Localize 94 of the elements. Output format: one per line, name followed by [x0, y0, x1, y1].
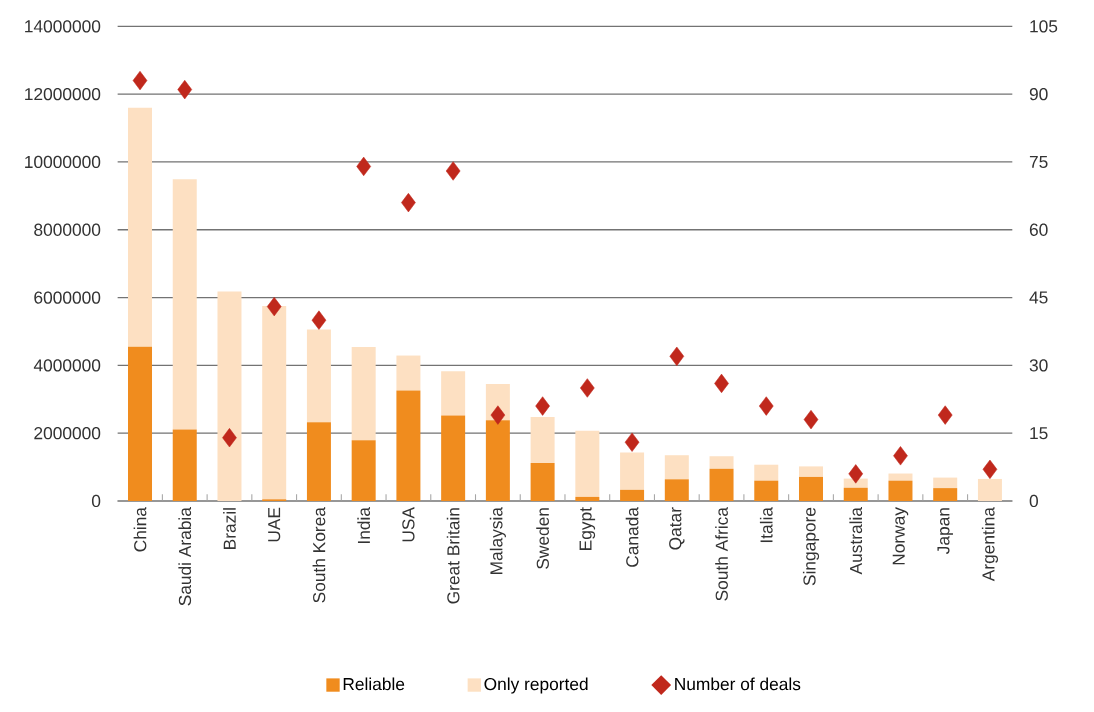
- point: [893, 446, 908, 466]
- bar: [306, 329, 331, 423]
- bar: [754, 464, 779, 481]
- x-tick-label: Singapore: [802, 507, 820, 586]
- x-tick-label: Australia: [849, 507, 863, 575]
- x-tick-label: Qatar: [669, 507, 685, 550]
- point: [490, 405, 506, 425]
- x-tick-label: China: [133, 507, 147, 552]
- bar: [172, 429, 197, 501]
- x-tick-label: Japan: [937, 508, 953, 554]
- bar: [441, 415, 466, 501]
- bar: [530, 416, 555, 464]
- point: [356, 156, 371, 177]
- legend-label: Only reported: [484, 677, 588, 694]
- x-tick-label: Norway: [892, 507, 909, 565]
- x-tick-label: Sweden: [536, 508, 549, 569]
- point: [982, 459, 998, 479]
- x-tick-label: Italia: [759, 507, 773, 543]
- point: [580, 378, 595, 398]
- point: [222, 428, 237, 448]
- bar: [396, 390, 421, 501]
- x-tick-label: Malaysia: [489, 507, 506, 574]
- y2-tick-label: 0: [1029, 494, 1038, 508]
- point: [445, 161, 461, 181]
- bar: [396, 355, 421, 391]
- y2-tick-label: 45: [1029, 291, 1048, 304]
- y2-tick-label: 90: [1029, 87, 1048, 101]
- point: [803, 410, 819, 430]
- bar: [709, 456, 734, 469]
- point: [311, 310, 327, 330]
- bar: [575, 496, 600, 501]
- point: [714, 373, 729, 394]
- bar: [128, 107, 153, 347]
- point: [401, 193, 416, 213]
- x-tick-label: Canada: [625, 507, 639, 567]
- x-tick-label: Egypt: [579, 507, 596, 550]
- x-tick-label: South Africa: [715, 507, 728, 601]
- point: [669, 346, 685, 366]
- x-tick-label: Argentina: [981, 507, 999, 582]
- bar: [977, 478, 1002, 501]
- bar: [664, 479, 689, 501]
- bar: [799, 476, 824, 501]
- y-tick-label: 12000000: [25, 87, 101, 101]
- y-tick-label: 8000000: [34, 223, 101, 236]
- bar: [843, 487, 868, 501]
- bar: [351, 347, 376, 441]
- bar: [620, 489, 645, 501]
- y-tick-label: 10000000: [25, 155, 101, 169]
- x-tick-label: UAE: [268, 507, 281, 542]
- bar: [709, 468, 734, 501]
- bar: [530, 463, 555, 501]
- x-tick-label: Saudi Arabia: [178, 507, 192, 606]
- y2-tick-label: 75: [1029, 155, 1048, 168]
- y-tick-label: 0: [91, 494, 101, 508]
- y-tick-label: 6000000: [34, 291, 101, 304]
- bar: [799, 466, 824, 477]
- point: [535, 396, 550, 416]
- point: [937, 405, 953, 425]
- bar: [217, 291, 242, 501]
- y-tick-label: 2000000: [34, 427, 101, 440]
- y-tick-label: 14000000: [25, 20, 101, 33]
- bar: [888, 480, 913, 501]
- x-tick-label: Great Britain: [446, 508, 460, 604]
- bar: [441, 371, 466, 416]
- bar: [485, 420, 510, 501]
- x-tick-label: Brazil: [223, 508, 236, 549]
- x-tick-label: India: [357, 507, 371, 544]
- point: [848, 464, 864, 484]
- bar: [351, 440, 376, 501]
- point: [177, 80, 193, 100]
- bar: [172, 179, 197, 430]
- x-tick-label: South Korea: [312, 507, 326, 603]
- point: [132, 70, 148, 91]
- y2-tick-label: 15: [1030, 427, 1048, 440]
- legend-label: Reliable: [343, 677, 405, 691]
- bar: [306, 422, 331, 501]
- bar: [754, 480, 779, 501]
- y2-tick-label: 105: [1030, 20, 1058, 33]
- bar: [620, 452, 645, 490]
- bar: [933, 477, 958, 489]
- point: [759, 396, 774, 416]
- bar: [888, 473, 913, 481]
- point: [624, 432, 640, 452]
- bar: [128, 346, 153, 501]
- y2-tick-label: 60: [1029, 223, 1048, 236]
- bar: [664, 455, 689, 480]
- bar: [933, 488, 958, 501]
- bar: [575, 430, 600, 497]
- legend-label: Number of deals: [675, 677, 801, 691]
- y-tick-label: 4000000: [33, 359, 101, 372]
- bar: [262, 306, 287, 500]
- y2-tick-label: 30: [1029, 359, 1048, 372]
- point: [266, 296, 282, 317]
- x-tick-label: USA: [402, 507, 415, 542]
